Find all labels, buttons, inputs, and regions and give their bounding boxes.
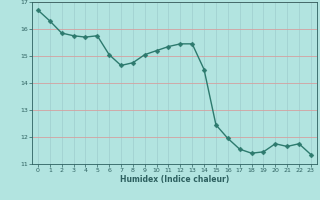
X-axis label: Humidex (Indice chaleur): Humidex (Indice chaleur) xyxy=(120,175,229,184)
